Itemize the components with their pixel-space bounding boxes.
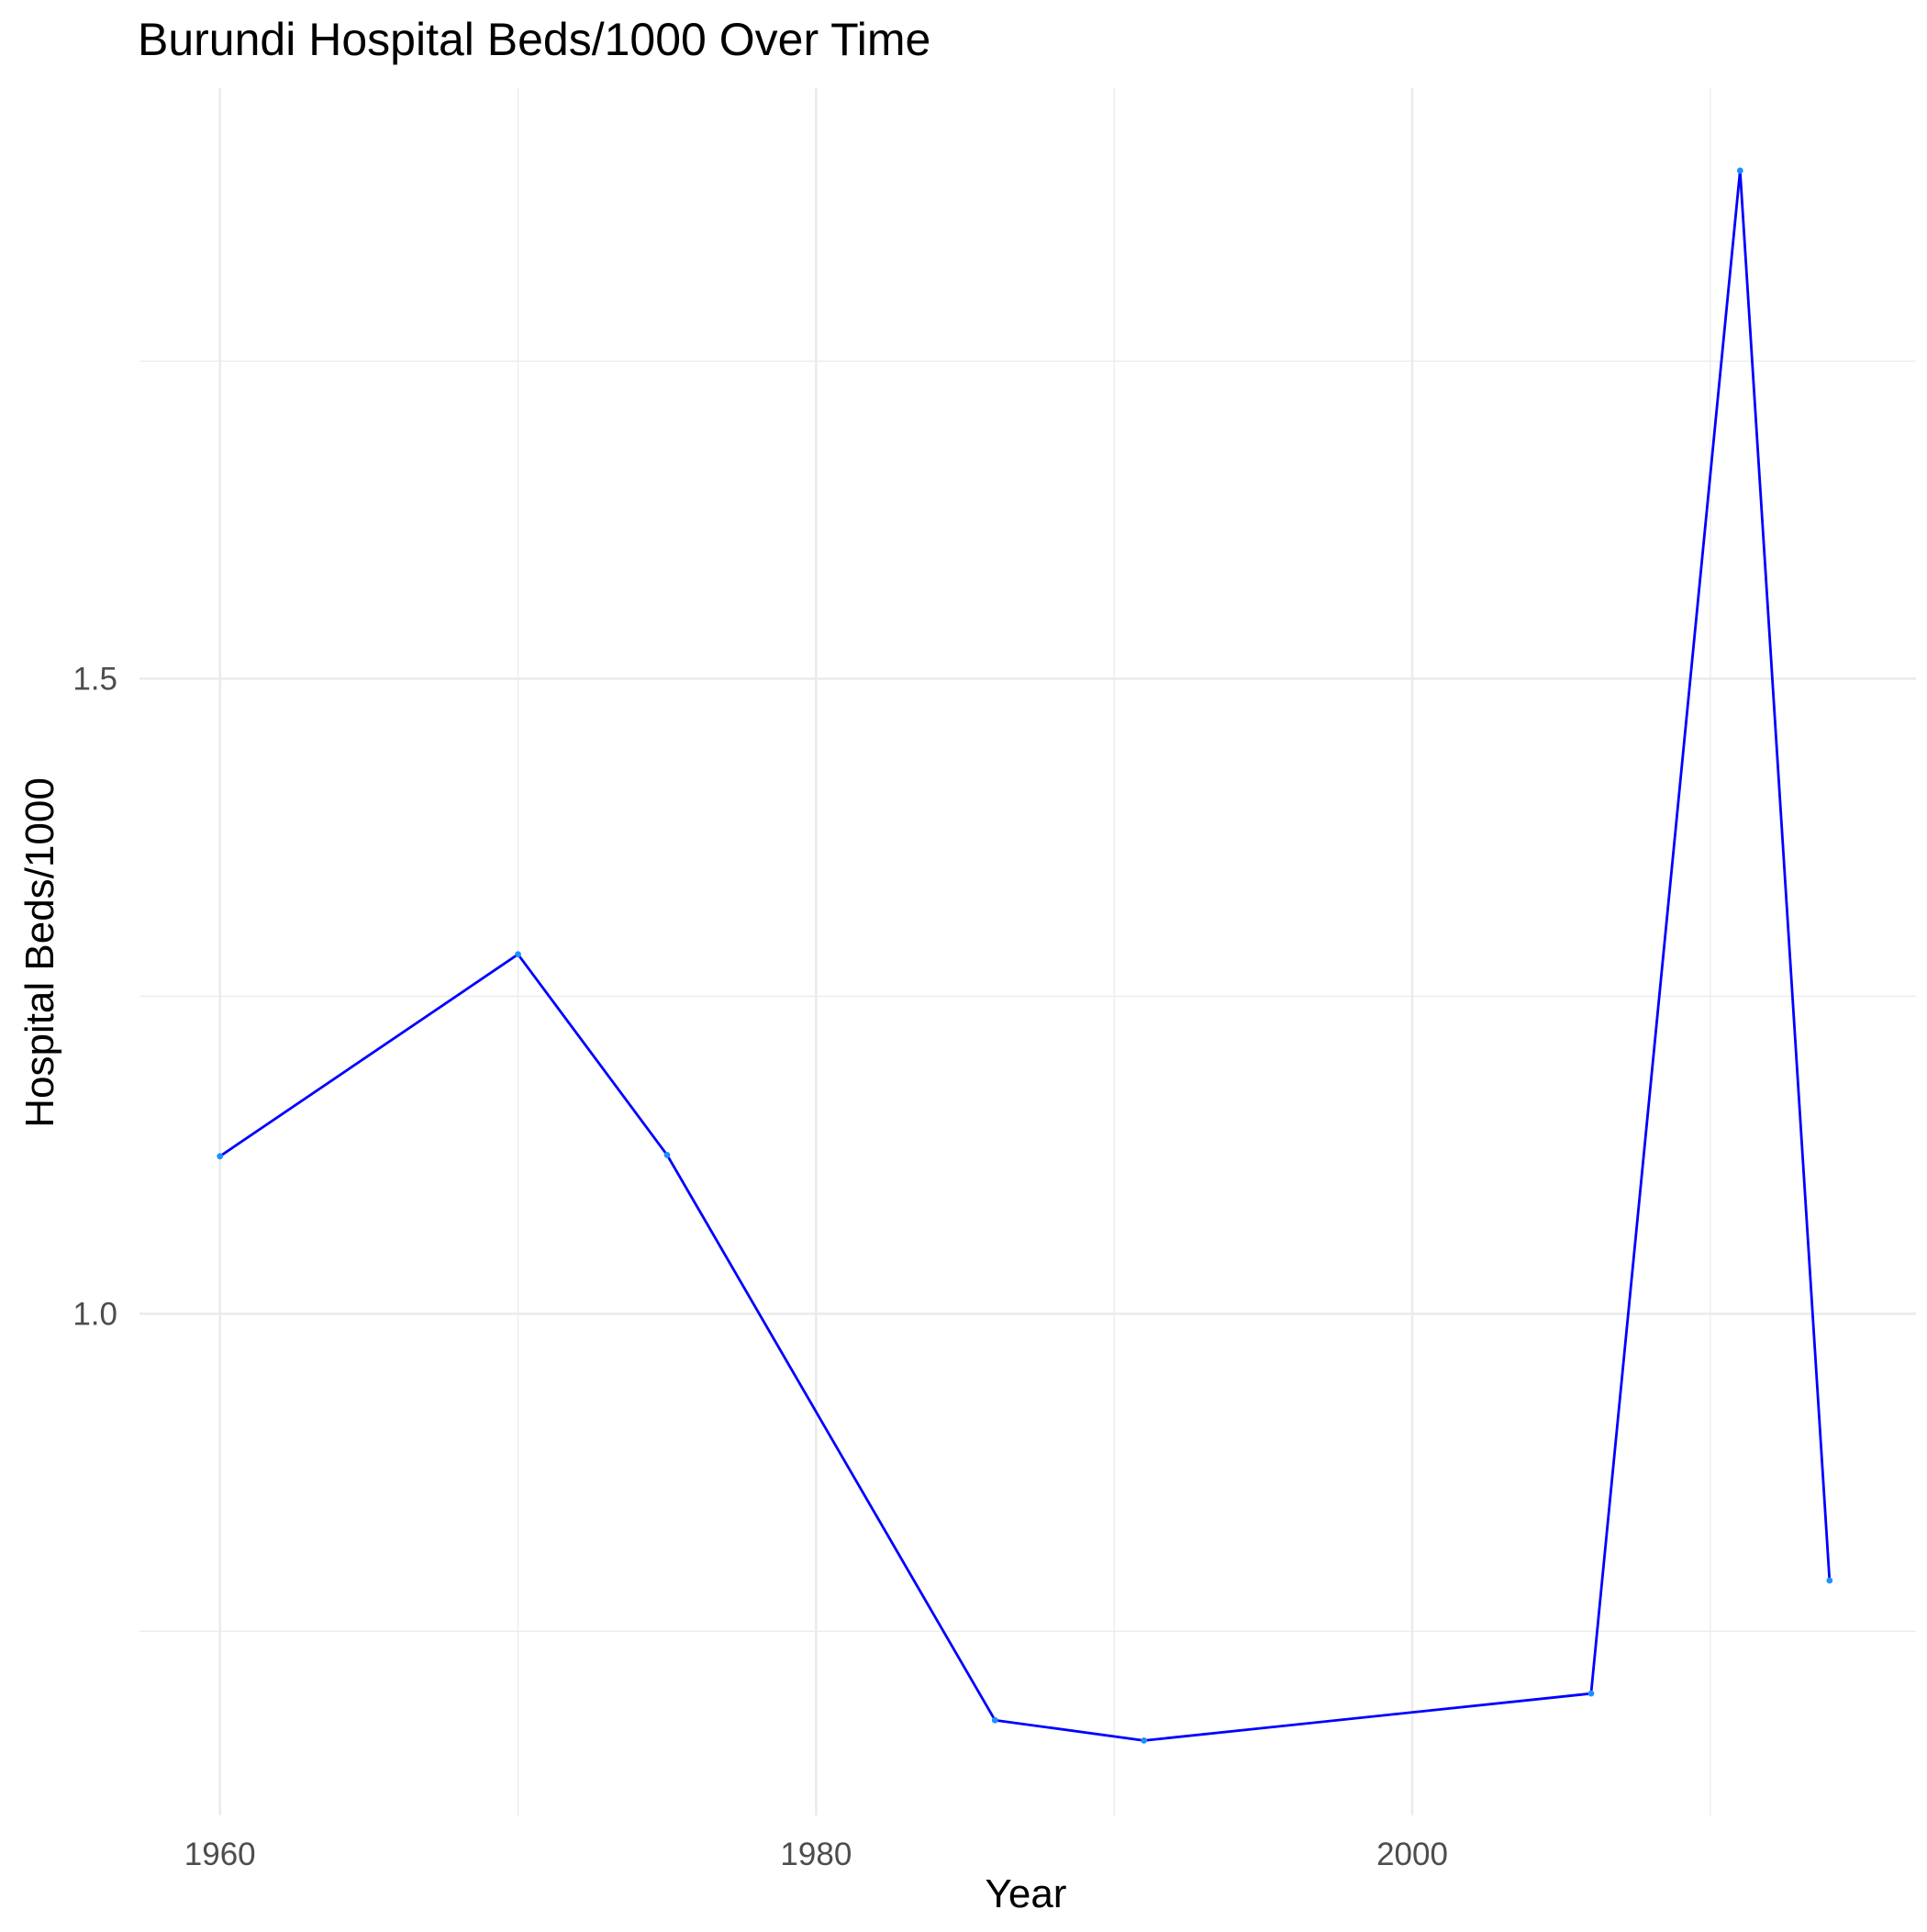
data-point (515, 951, 521, 958)
data-point (1826, 1577, 1833, 1584)
x-tick-label: 1960 (184, 1837, 256, 1872)
y-axis-title: Hospital Beds/1000 (17, 777, 62, 1128)
x-tick-label: 2000 (1376, 1837, 1448, 1872)
data-point (991, 1716, 998, 1724)
points-layer (217, 167, 1833, 1744)
x-axis-ticks: 1960 1980 2000 (184, 1837, 1448, 1872)
y-tick-label: 1.5 (72, 661, 117, 697)
data-point (1736, 167, 1743, 174)
data-point (217, 1153, 224, 1160)
y-axis-ticks: 1.0 1.5 (72, 661, 117, 1332)
x-axis-title: Year (986, 1871, 1067, 1916)
data-point (663, 1152, 671, 1158)
series-layer (218, 169, 1832, 1742)
y-tick-label: 1.0 (72, 1296, 117, 1332)
chart-title: Burundi Hospital Beds/1000 Over Time (138, 14, 930, 65)
data-point (1587, 1690, 1595, 1697)
x-tick-label: 1980 (780, 1837, 852, 1872)
series-line (218, 169, 1832, 1742)
data-point (1141, 1737, 1148, 1744)
grid (139, 88, 1916, 1815)
